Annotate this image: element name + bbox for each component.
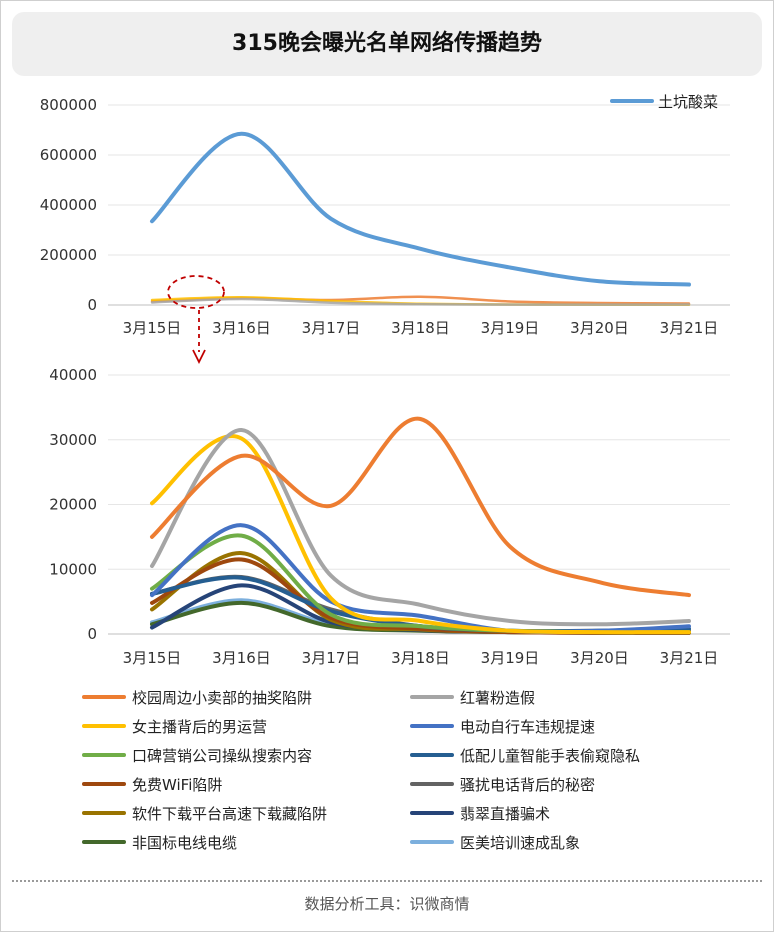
- chart-title: 315晚会曝光名单网络传播趋势: [232, 31, 542, 56]
- top-y-tick-label: 600000: [40, 146, 97, 164]
- legend-label: 翡翠直播骗术: [460, 805, 550, 823]
- bottom-chart: 0 10000 20000 30000 40000 3月15日 3月16日 3月17日 3月18…: [49, 366, 730, 667]
- top-series-line: [150, 131, 691, 287]
- top-x-tick-label: 3月21日: [660, 319, 719, 337]
- legend-label: 免费WiFi陷阱: [132, 776, 222, 794]
- top-x-tick-label: 3月20日: [570, 319, 629, 337]
- top-x-tick-label: 3月16日: [212, 319, 271, 337]
- legend-label: 低配儿童智能手表偷窥隐私: [460, 747, 640, 765]
- zoom-callout-arrowhead: [192, 349, 206, 365]
- legend-label: 电动自行车违规提速: [460, 718, 595, 736]
- legend-label: 红薯粉造假: [460, 689, 535, 707]
- top-y-tick-label: 200000: [40, 246, 97, 264]
- bottom-series-line: [150, 416, 691, 598]
- legend-label: 软件下载平台高速下载藏陷阱: [132, 805, 327, 823]
- bottom-series-line: [150, 434, 691, 635]
- footer-divider: [12, 880, 762, 882]
- legend-label: 骚扰电话背后的秘密: [460, 776, 595, 794]
- bottom-y-tick-label: 40000: [49, 366, 97, 384]
- bottom-x-tick-label: 3月21日: [660, 649, 719, 667]
- top-minor-series-line: [150, 297, 691, 306]
- bottom-y-tick-label: 0: [87, 625, 97, 643]
- bottom-series-line: [150, 427, 691, 627]
- legend-label: 非国标电线电缆: [132, 834, 237, 852]
- title-banner: 315晚会曝光名单网络传播趋势: [12, 12, 762, 76]
- top-y-tick-label: 800000: [40, 96, 97, 114]
- legend-label: 女主播背后的男运营: [132, 718, 267, 736]
- bottom-x-tick-label: 3月17日: [302, 649, 361, 667]
- legend-label: 校园周边小卖部的抽奖陷阱: [132, 689, 312, 707]
- top-legend-label: 土坑酸菜: [658, 93, 718, 111]
- top-x-tick-label: 3月15日: [123, 319, 182, 337]
- zoom-callout: [167, 275, 225, 365]
- top-x-tick-label: 3月18日: [391, 319, 450, 337]
- top-x-tick-label: 3月17日: [302, 319, 361, 337]
- top-y-tick-label: 0: [87, 296, 97, 314]
- footer-source: 数据分析工具：识微商情: [304, 895, 470, 913]
- bottom-x-tick-label: 3月20日: [570, 649, 629, 667]
- bottom-y-tick-label: 10000: [49, 560, 97, 578]
- top-x-tick-label: 3月19日: [481, 319, 540, 337]
- bottom-y-tick-label: 20000: [49, 496, 97, 514]
- zoom-callout-circle: [167, 275, 225, 309]
- bottom-y-tick-label: 30000: [49, 431, 97, 449]
- top-y-tick-label: 400000: [40, 196, 97, 214]
- legend-label: 口碑营销公司操纵搜索内容: [132, 747, 312, 765]
- bottom-x-tick-label: 3月19日: [481, 649, 540, 667]
- bottom-x-tick-label: 3月18日: [391, 649, 450, 667]
- bottom-x-tick-label: 3月15日: [123, 649, 182, 667]
- legend-label: 医美培训速成乱象: [460, 834, 580, 852]
- bottom-x-tick-label: 3月16日: [212, 649, 271, 667]
- top-chart: 0 200000 400000 600000 800000 3月15日 3月16日 3月17日…: [40, 93, 730, 337]
